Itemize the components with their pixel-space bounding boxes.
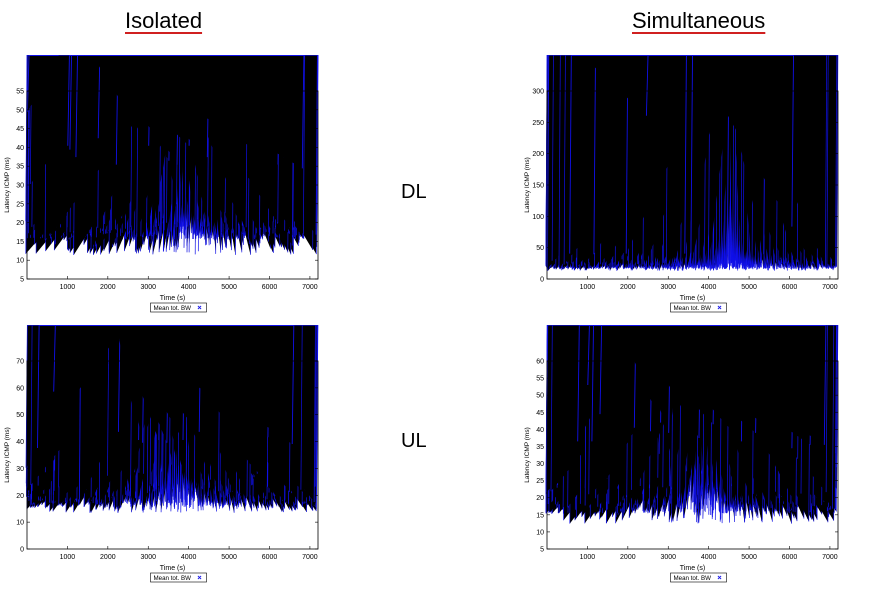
x-tick-label: 5000: [741, 284, 757, 291]
y-tick-label: 150: [532, 183, 544, 190]
row-label-dl: DL: [401, 181, 427, 203]
y-tick-label: 40: [16, 145, 24, 152]
outlier-point: [70, 56, 96, 152]
y-tick-label: 15: [16, 239, 24, 246]
y-tick-label: 35: [16, 164, 24, 171]
y-tick-label: 25: [16, 201, 24, 208]
y-axis-label: Latency ICMP (ms): [524, 157, 531, 213]
legend-marker-cross: [197, 305, 202, 310]
y-tick-label: 100: [532, 214, 544, 221]
y-tick-label: 0: [540, 277, 544, 284]
chart-ul-isolated: Buffer size: 32 B, Av. rate: 19.78 ms(LA…: [4, 325, 340, 583]
y-tick-label: 30: [16, 183, 24, 190]
y-tick-label: 50: [16, 107, 24, 114]
outlier-point: [626, 56, 720, 256]
y-tick-label: 20: [16, 220, 24, 227]
x-tick-label: 3000: [140, 284, 156, 291]
outlier-point: [693, 56, 793, 229]
x-tick-label: 6000: [262, 284, 278, 291]
legend-marker: [717, 305, 722, 310]
scatter-points: [26, 55, 318, 256]
legend-label: Mean tot. BW: [154, 305, 192, 312]
x-tick-label: 3000: [660, 284, 676, 291]
x-tick-label: 1000: [580, 284, 596, 291]
outlier-point: [691, 56, 721, 256]
legend-box: [150, 302, 207, 313]
scatter-points: [546, 55, 838, 272]
x-tick-label: 1000: [60, 284, 76, 291]
x-axis-label: Time (s): [680, 295, 705, 302]
x-axis-label: Time (s): [160, 295, 185, 302]
x-tick-label: 4000: [181, 284, 197, 291]
legend-marker: [197, 305, 202, 310]
y-tick-label: 45: [16, 126, 24, 133]
y-tick-label: 250: [532, 120, 544, 127]
x-tick-label: 6000: [782, 284, 798, 291]
chart-dl-isolated: Buffer size: 32 B, Av. rate: 18.65 ms(LA…: [4, 55, 340, 313]
x-tick-label: 2000: [620, 284, 636, 291]
outlier-point: [582, 56, 648, 118]
column-header-simultaneous: Simultaneous: [632, 8, 766, 33]
scatter-points: [26, 325, 318, 514]
row-label-ul: UL: [401, 430, 427, 452]
chart-dl-simultaneous: Buffer size: 32 B, Av. rate: 18.76 ms(LA…: [524, 55, 860, 313]
y-tick-label: 10: [16, 258, 24, 265]
y-tick-label: 55: [16, 89, 24, 96]
y-tick-label: 50: [536, 245, 544, 252]
x-tick-label: 7000: [302, 284, 318, 291]
x-tick-label: 2000: [100, 284, 116, 291]
x-tick-label: 4000: [701, 284, 717, 291]
y-tick-label: 5: [20, 277, 24, 284]
column-header-isolated: Isolated: [125, 8, 203, 33]
outlier-point: [27, 56, 58, 114]
outlier-point: [85, 56, 100, 140]
y-tick-label: 300: [532, 89, 544, 96]
legend-marker-cross: [717, 305, 722, 310]
y-axis-label: Latency ICMP (ms): [4, 157, 11, 213]
legend-label: Mean tot. BW: [674, 305, 712, 312]
outlier-point: [115, 56, 304, 170]
y-tick-label: 200: [532, 151, 544, 158]
data-point: [30, 55, 130, 185]
x-tick-label: 5000: [221, 284, 237, 291]
outlier-point: [76, 56, 104, 159]
outlier-point: [594, 56, 721, 256]
x-tick-label: 7000: [822, 284, 838, 291]
legend-box: [670, 302, 727, 313]
